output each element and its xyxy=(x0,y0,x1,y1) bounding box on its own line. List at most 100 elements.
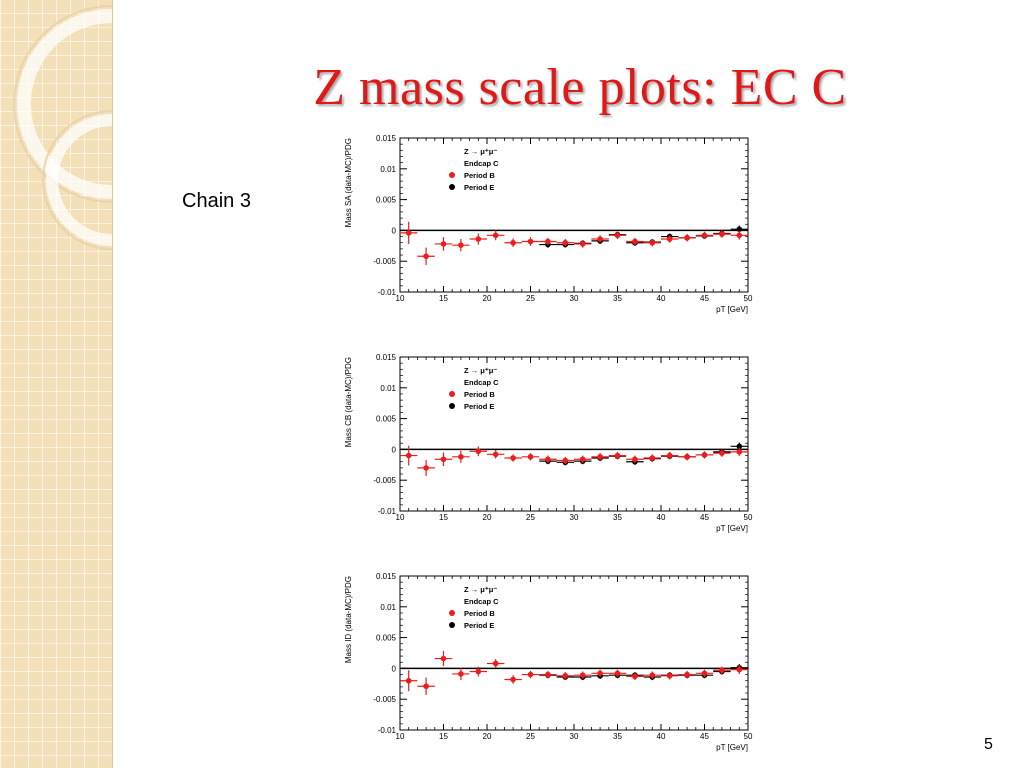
data-point xyxy=(423,683,429,690)
plot-frame xyxy=(399,356,749,512)
data-point xyxy=(632,673,638,680)
data-point xyxy=(736,443,743,450)
data-point xyxy=(492,660,499,667)
data-point xyxy=(527,238,534,245)
legend-region: Endcap C xyxy=(464,597,499,606)
data-point xyxy=(458,453,464,460)
x-tick-label: 25 xyxy=(526,294,535,303)
x-tick-label: 20 xyxy=(483,294,492,303)
data-point xyxy=(492,451,499,458)
plot-mass-id: 10 15 20 25 30 35 40 45 50 0.015 0.01 0.005 0 -0.005 -… xyxy=(338,566,758,752)
data-point xyxy=(562,672,569,679)
y-tick-label: 0 xyxy=(392,445,397,454)
data-point xyxy=(579,672,586,678)
slide-title: Z mass scale plots: EC C xyxy=(313,59,847,116)
data-point xyxy=(666,452,673,459)
x-tick-label: 50 xyxy=(744,513,753,522)
data-point xyxy=(545,238,551,245)
data-point xyxy=(475,236,482,242)
y-tick-label: 0.005 xyxy=(376,634,397,643)
data-point xyxy=(736,449,743,455)
data-point xyxy=(736,666,743,673)
data-point xyxy=(632,238,638,245)
data-point xyxy=(405,452,412,459)
x-tick-label: 25 xyxy=(526,513,535,522)
x-axis-label: pT [GeV] xyxy=(716,305,748,314)
data-point xyxy=(649,672,656,678)
data-point xyxy=(458,671,464,677)
data-point xyxy=(510,455,516,461)
plot-mass-id-svg: 10 15 20 25 30 35 40 45 50 0.015 0.01 0.005 0 -0.005 -… xyxy=(344,572,753,752)
decorative-sidebar xyxy=(0,0,113,768)
y-tick-label: 0.015 xyxy=(376,134,397,143)
y-tick-label: 0.01 xyxy=(380,603,396,612)
legend-region: Endcap C xyxy=(464,159,499,168)
x-tick-label: 35 xyxy=(613,513,622,522)
data-point xyxy=(440,655,447,662)
plot-mass-sa-svg: 10 15 20 25 30 35 40 45 50 0.015 0.01 0.005 0 -0.005 -… xyxy=(344,134,753,314)
data-point xyxy=(719,231,725,237)
data-point xyxy=(423,465,429,471)
x-tick-label: 50 xyxy=(744,732,753,741)
data-point xyxy=(527,671,534,678)
data-point xyxy=(440,456,447,463)
data-point xyxy=(649,239,656,246)
y-tick-label: 0.015 xyxy=(376,572,397,581)
data-point xyxy=(597,453,603,460)
data-point xyxy=(614,452,621,459)
y-axis-label: Mass CB (data-MC)/PDG xyxy=(344,357,353,447)
x-tick-label: 30 xyxy=(570,732,579,741)
data-point xyxy=(701,232,708,239)
plot-mass-sa: 10 15 20 25 30 35 40 45 50 0.015 0.01 0.005 0 -0.005 -… xyxy=(338,128,758,314)
legend-entry: Period E xyxy=(464,402,494,411)
data-point xyxy=(562,239,569,246)
legend-entry: Period E xyxy=(464,621,494,630)
data-point xyxy=(510,676,516,683)
data-point xyxy=(545,671,551,678)
sidebar-arcs-decoration xyxy=(13,5,112,250)
data-point xyxy=(701,670,708,677)
data-point xyxy=(475,448,482,455)
legend-entry: Period B xyxy=(464,609,495,618)
x-tick-label: 40 xyxy=(657,294,666,303)
data-point xyxy=(614,232,621,239)
y-tick-label: -0.01 xyxy=(378,726,397,735)
data-point xyxy=(736,226,743,232)
data-point xyxy=(562,457,569,464)
x-tick-label: 30 xyxy=(570,294,579,303)
y-tick-label: 0.01 xyxy=(380,165,396,174)
y-tick-label: 0.005 xyxy=(376,415,397,424)
x-axis-label: pT [GeV] xyxy=(716,743,748,752)
data-point xyxy=(527,453,534,460)
legend-marker xyxy=(449,391,455,397)
chain-label: Chain 3 xyxy=(182,190,251,212)
plot-frame xyxy=(399,575,749,731)
x-tick-label: 20 xyxy=(483,732,492,741)
legend-entry: Period E xyxy=(464,183,494,192)
data-point xyxy=(719,450,725,456)
data-point xyxy=(701,452,708,458)
x-tick-label: 10 xyxy=(396,513,405,522)
data-point xyxy=(510,239,516,246)
data-point xyxy=(579,241,586,247)
x-tick-label: 45 xyxy=(700,294,709,303)
legend-marker xyxy=(449,610,455,616)
data-point xyxy=(440,241,447,247)
x-tick-label: 20 xyxy=(483,513,492,522)
data-point xyxy=(458,242,464,248)
x-tick-label: 45 xyxy=(700,732,709,741)
y-tick-label: 0 xyxy=(392,226,397,235)
data-point xyxy=(684,453,690,460)
x-tick-label: 35 xyxy=(613,294,622,303)
legend-region: Endcap C xyxy=(464,378,499,387)
legend-process: Z → μ⁺μ⁻ xyxy=(464,366,497,375)
data-point xyxy=(492,232,499,239)
x-tick-label: 45 xyxy=(700,513,709,522)
data-point xyxy=(632,456,638,463)
data-point xyxy=(666,236,673,242)
x-tick-label: 25 xyxy=(526,732,535,741)
data-point xyxy=(405,230,412,236)
y-axis-label: Mass SA (data-MC)/PDG xyxy=(344,138,353,227)
legend-entry: Period B xyxy=(464,171,495,180)
plot-frame xyxy=(399,137,749,293)
